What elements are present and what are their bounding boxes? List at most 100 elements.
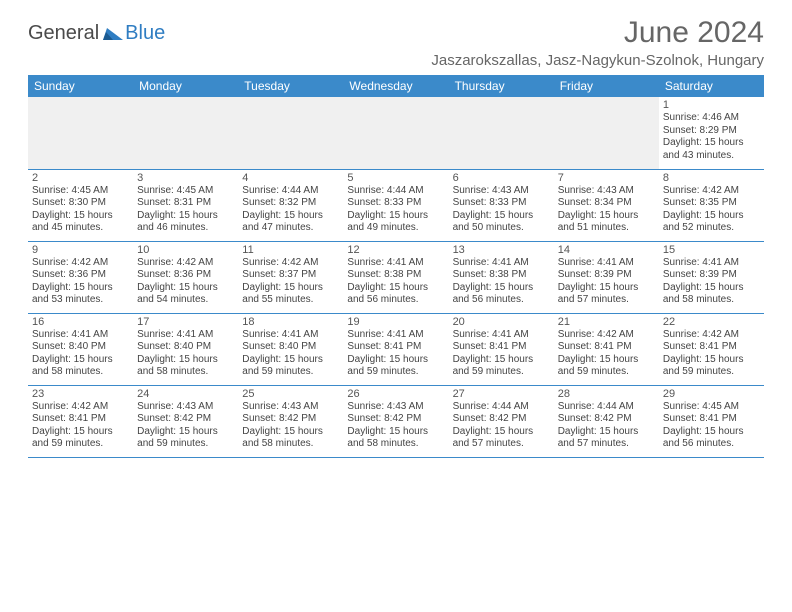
day-number: 4 bbox=[242, 172, 339, 184]
calendar-cell-day: 2Sunrise: 4:45 AMSunset: 8:30 PMDaylight… bbox=[28, 169, 133, 241]
day-info: Sunrise: 4:43 AMSunset: 8:33 PMDaylight:… bbox=[453, 185, 550, 235]
calendar-body: 1Sunrise: 4:46 AMSunset: 8:29 PMDaylight… bbox=[28, 97, 764, 457]
calendar-week-row: 16Sunrise: 4:41 AMSunset: 8:40 PMDayligh… bbox=[28, 313, 764, 385]
day-number: 27 bbox=[453, 388, 550, 400]
day-info: Sunrise: 4:44 AMSunset: 8:42 PMDaylight:… bbox=[558, 401, 655, 451]
day-number: 23 bbox=[32, 388, 129, 400]
day-info: Sunrise: 4:41 AMSunset: 8:40 PMDaylight:… bbox=[137, 329, 234, 379]
logo-text-blue: Blue bbox=[125, 22, 165, 45]
calendar-cell-day: 4Sunrise: 4:44 AMSunset: 8:32 PMDaylight… bbox=[238, 169, 343, 241]
calendar-cell-day: 24Sunrise: 4:43 AMSunset: 8:42 PMDayligh… bbox=[133, 385, 238, 457]
calendar-cell-day: 10Sunrise: 4:42 AMSunset: 8:36 PMDayligh… bbox=[133, 241, 238, 313]
calendar-cell-day: 11Sunrise: 4:42 AMSunset: 8:37 PMDayligh… bbox=[238, 241, 343, 313]
day-number: 12 bbox=[347, 244, 444, 256]
day-number: 10 bbox=[137, 244, 234, 256]
day-info: Sunrise: 4:43 AMSunset: 8:42 PMDaylight:… bbox=[242, 401, 339, 451]
day-number: 6 bbox=[453, 172, 550, 184]
day-number: 29 bbox=[663, 388, 760, 400]
day-number: 9 bbox=[32, 244, 129, 256]
logo-shape-icon bbox=[103, 26, 123, 42]
day-number: 7 bbox=[558, 172, 655, 184]
day-number: 25 bbox=[242, 388, 339, 400]
day-number: 22 bbox=[663, 316, 760, 328]
calendar-cell-empty bbox=[133, 97, 238, 169]
day-info: Sunrise: 4:42 AMSunset: 8:37 PMDaylight:… bbox=[242, 257, 339, 307]
location-subtitle: Jaszarokszallas, Jasz-Nagykun-Szolnok, H… bbox=[431, 52, 764, 69]
calendar-cell-day: 17Sunrise: 4:41 AMSunset: 8:40 PMDayligh… bbox=[133, 313, 238, 385]
calendar-cell-empty bbox=[449, 97, 554, 169]
calendar-cell-day: 7Sunrise: 4:43 AMSunset: 8:34 PMDaylight… bbox=[554, 169, 659, 241]
day-info: Sunrise: 4:42 AMSunset: 8:36 PMDaylight:… bbox=[137, 257, 234, 307]
day-number: 1 bbox=[663, 99, 760, 111]
day-info: Sunrise: 4:41 AMSunset: 8:39 PMDaylight:… bbox=[558, 257, 655, 307]
calendar-cell-empty bbox=[343, 97, 448, 169]
weekday-tuesday: Tuesday bbox=[238, 75, 343, 97]
calendar-cell-day: 6Sunrise: 4:43 AMSunset: 8:33 PMDaylight… bbox=[449, 169, 554, 241]
weekday-sunday: Sunday bbox=[28, 75, 133, 97]
day-info: Sunrise: 4:42 AMSunset: 8:41 PMDaylight:… bbox=[663, 329, 760, 379]
calendar-cell-day: 13Sunrise: 4:41 AMSunset: 8:38 PMDayligh… bbox=[449, 241, 554, 313]
calendar-cell-day: 20Sunrise: 4:41 AMSunset: 8:41 PMDayligh… bbox=[449, 313, 554, 385]
weekday-header-row: Sunday Monday Tuesday Wednesday Thursday… bbox=[28, 75, 764, 97]
day-info: Sunrise: 4:42 AMSunset: 8:35 PMDaylight:… bbox=[663, 185, 760, 235]
day-number: 24 bbox=[137, 388, 234, 400]
day-info: Sunrise: 4:41 AMSunset: 8:38 PMDaylight:… bbox=[347, 257, 444, 307]
day-number: 19 bbox=[347, 316, 444, 328]
day-number: 5 bbox=[347, 172, 444, 184]
day-number: 15 bbox=[663, 244, 760, 256]
day-info: Sunrise: 4:44 AMSunset: 8:42 PMDaylight:… bbox=[453, 401, 550, 451]
day-info: Sunrise: 4:45 AMSunset: 8:31 PMDaylight:… bbox=[137, 185, 234, 235]
calendar-week-row: 9Sunrise: 4:42 AMSunset: 8:36 PMDaylight… bbox=[28, 241, 764, 313]
calendar-cell-day: 21Sunrise: 4:42 AMSunset: 8:41 PMDayligh… bbox=[554, 313, 659, 385]
day-number: 18 bbox=[242, 316, 339, 328]
calendar-week-row: 23Sunrise: 4:42 AMSunset: 8:41 PMDayligh… bbox=[28, 385, 764, 457]
day-info: Sunrise: 4:42 AMSunset: 8:41 PMDaylight:… bbox=[32, 401, 129, 451]
calendar-cell-day: 1Sunrise: 4:46 AMSunset: 8:29 PMDaylight… bbox=[659, 97, 764, 169]
calendar-cell-day: 9Sunrise: 4:42 AMSunset: 8:36 PMDaylight… bbox=[28, 241, 133, 313]
calendar-cell-day: 29Sunrise: 4:45 AMSunset: 8:41 PMDayligh… bbox=[659, 385, 764, 457]
day-info: Sunrise: 4:41 AMSunset: 8:40 PMDaylight:… bbox=[242, 329, 339, 379]
day-info: Sunrise: 4:43 AMSunset: 8:42 PMDaylight:… bbox=[347, 401, 444, 451]
calendar-cell-day: 3Sunrise: 4:45 AMSunset: 8:31 PMDaylight… bbox=[133, 169, 238, 241]
calendar-page: General Blue June 2024 Jaszarokszallas, … bbox=[0, 0, 792, 474]
calendar-cell-day: 5Sunrise: 4:44 AMSunset: 8:33 PMDaylight… bbox=[343, 169, 448, 241]
calendar-cell-day: 27Sunrise: 4:44 AMSunset: 8:42 PMDayligh… bbox=[449, 385, 554, 457]
day-number: 26 bbox=[347, 388, 444, 400]
day-number: 28 bbox=[558, 388, 655, 400]
weekday-monday: Monday bbox=[133, 75, 238, 97]
day-info: Sunrise: 4:45 AMSunset: 8:41 PMDaylight:… bbox=[663, 401, 760, 451]
day-info: Sunrise: 4:41 AMSunset: 8:40 PMDaylight:… bbox=[32, 329, 129, 379]
day-info: Sunrise: 4:42 AMSunset: 8:41 PMDaylight:… bbox=[558, 329, 655, 379]
calendar-week-row: 1Sunrise: 4:46 AMSunset: 8:29 PMDaylight… bbox=[28, 97, 764, 169]
day-info: Sunrise: 4:43 AMSunset: 8:34 PMDaylight:… bbox=[558, 185, 655, 235]
weekday-thursday: Thursday bbox=[449, 75, 554, 97]
calendar-table: Sunday Monday Tuesday Wednesday Thursday… bbox=[28, 75, 764, 458]
day-info: Sunrise: 4:46 AMSunset: 8:29 PMDaylight:… bbox=[663, 112, 760, 162]
day-info: Sunrise: 4:41 AMSunset: 8:41 PMDaylight:… bbox=[347, 329, 444, 379]
brand-logo: General Blue bbox=[28, 22, 165, 45]
calendar-cell-day: 18Sunrise: 4:41 AMSunset: 8:40 PMDayligh… bbox=[238, 313, 343, 385]
calendar-cell-day: 28Sunrise: 4:44 AMSunset: 8:42 PMDayligh… bbox=[554, 385, 659, 457]
page-header: General Blue June 2024 Jaszarokszallas, … bbox=[28, 16, 764, 69]
day-number: 21 bbox=[558, 316, 655, 328]
calendar-cell-day: 16Sunrise: 4:41 AMSunset: 8:40 PMDayligh… bbox=[28, 313, 133, 385]
calendar-cell-day: 19Sunrise: 4:41 AMSunset: 8:41 PMDayligh… bbox=[343, 313, 448, 385]
day-number: 20 bbox=[453, 316, 550, 328]
day-number: 16 bbox=[32, 316, 129, 328]
day-info: Sunrise: 4:42 AMSunset: 8:36 PMDaylight:… bbox=[32, 257, 129, 307]
day-number: 11 bbox=[242, 244, 339, 256]
weekday-wednesday: Wednesday bbox=[343, 75, 448, 97]
day-number: 13 bbox=[453, 244, 550, 256]
weekday-saturday: Saturday bbox=[659, 75, 764, 97]
weekday-friday: Friday bbox=[554, 75, 659, 97]
day-info: Sunrise: 4:44 AMSunset: 8:32 PMDaylight:… bbox=[242, 185, 339, 235]
calendar-cell-day: 25Sunrise: 4:43 AMSunset: 8:42 PMDayligh… bbox=[238, 385, 343, 457]
month-title: June 2024 bbox=[431, 16, 764, 50]
logo-text-general: General bbox=[28, 22, 99, 45]
day-info: Sunrise: 4:43 AMSunset: 8:42 PMDaylight:… bbox=[137, 401, 234, 451]
day-number: 14 bbox=[558, 244, 655, 256]
day-number: 2 bbox=[32, 172, 129, 184]
day-number: 8 bbox=[663, 172, 760, 184]
calendar-week-row: 2Sunrise: 4:45 AMSunset: 8:30 PMDaylight… bbox=[28, 169, 764, 241]
day-info: Sunrise: 4:44 AMSunset: 8:33 PMDaylight:… bbox=[347, 185, 444, 235]
